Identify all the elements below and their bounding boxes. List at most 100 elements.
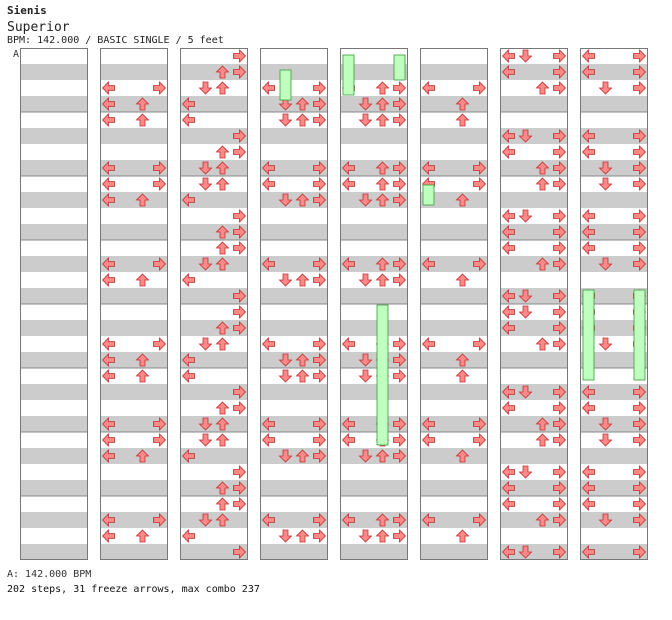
down-arrow — [598, 433, 613, 447]
beat-stripe — [420, 416, 488, 432]
right-arrow — [393, 449, 407, 463]
beat-stripe — [180, 224, 248, 240]
beat-stripe — [180, 128, 248, 144]
down-arrow — [358, 97, 373, 111]
chart-column-6 — [420, 48, 488, 560]
left-arrow — [501, 145, 515, 159]
up-arrow — [375, 97, 390, 111]
beat-stripe — [500, 96, 568, 112]
beat-stripe — [100, 480, 168, 496]
beat-stripe — [500, 480, 568, 496]
up-arrow — [535, 417, 550, 431]
up-arrow — [535, 177, 550, 191]
beat-stripe — [340, 128, 408, 144]
up-arrow — [215, 401, 230, 415]
left-arrow — [181, 113, 195, 127]
left-arrow — [101, 113, 115, 127]
freeze-arrow — [279, 69, 292, 101]
right-arrow — [313, 337, 327, 351]
left-arrow — [101, 177, 115, 191]
down-arrow — [518, 385, 533, 399]
beat-stripe — [500, 160, 568, 176]
left-arrow — [341, 161, 355, 175]
left-arrow — [581, 209, 595, 223]
right-arrow — [313, 449, 327, 463]
right-arrow — [553, 337, 567, 351]
left-arrow — [501, 65, 515, 79]
beat-stripe — [260, 512, 328, 528]
left-arrow — [101, 257, 115, 271]
up-arrow — [535, 161, 550, 175]
right-arrow — [553, 433, 567, 447]
chart-column-1 — [20, 48, 88, 560]
left-arrow — [261, 433, 275, 447]
right-arrow — [473, 433, 487, 447]
beat-stripe — [260, 352, 328, 368]
right-arrow — [233, 497, 247, 511]
beat-stripe — [180, 96, 248, 112]
beat-stripe — [260, 320, 328, 336]
chart-column-3 — [180, 48, 248, 560]
right-arrow — [153, 177, 167, 191]
down-arrow — [518, 209, 533, 223]
right-arrow — [233, 65, 247, 79]
beat-stripe — [340, 192, 408, 208]
right-arrow — [313, 161, 327, 175]
right-arrow — [473, 337, 487, 351]
right-arrow — [313, 81, 327, 95]
up-arrow — [295, 529, 310, 543]
right-arrow — [153, 257, 167, 271]
left-arrow — [341, 177, 355, 191]
beat-stripe — [580, 384, 648, 400]
right-arrow — [313, 273, 327, 287]
right-arrow — [233, 305, 247, 319]
right-arrow — [313, 353, 327, 367]
right-arrow — [233, 225, 247, 239]
beat-stripe — [420, 480, 488, 496]
up-arrow — [455, 113, 470, 127]
left-arrow — [501, 545, 515, 559]
left-arrow — [261, 177, 275, 191]
beat-stripe — [420, 384, 488, 400]
left-arrow — [181, 353, 195, 367]
beat-stripe — [340, 544, 408, 560]
up-arrow — [455, 449, 470, 463]
beat-stripe — [100, 544, 168, 560]
beat-stripe — [20, 320, 88, 336]
right-arrow — [633, 433, 647, 447]
step-stats: 202 steps, 31 freeze arrows, max combo 2… — [7, 584, 260, 595]
right-arrow — [393, 177, 407, 191]
beat-stripe — [420, 352, 488, 368]
down-arrow — [598, 81, 613, 95]
right-arrow — [233, 385, 247, 399]
right-arrow — [313, 529, 327, 543]
freeze-arrow — [582, 289, 595, 381]
down-arrow — [278, 449, 293, 463]
beat-stripe — [340, 64, 408, 80]
beat-stripe — [20, 224, 88, 240]
right-arrow — [553, 401, 567, 415]
left-arrow — [581, 65, 595, 79]
right-arrow — [313, 369, 327, 383]
right-arrow — [553, 145, 567, 159]
left-arrow — [421, 161, 435, 175]
beat-stripe — [100, 160, 168, 176]
down-arrow — [598, 337, 613, 351]
right-arrow — [153, 417, 167, 431]
beat-stripe — [500, 192, 568, 208]
down-arrow — [278, 369, 293, 383]
up-arrow — [215, 225, 230, 239]
up-arrow — [375, 257, 390, 271]
down-arrow — [198, 81, 213, 95]
left-arrow — [261, 513, 275, 527]
beat-stripe — [100, 448, 168, 464]
down-arrow — [518, 545, 533, 559]
right-arrow — [313, 417, 327, 431]
left-arrow — [181, 449, 195, 463]
right-arrow — [633, 145, 647, 159]
beat-stripe — [260, 448, 328, 464]
left-arrow — [421, 337, 435, 351]
right-arrow — [393, 337, 407, 351]
up-arrow — [215, 81, 230, 95]
right-arrow — [473, 513, 487, 527]
